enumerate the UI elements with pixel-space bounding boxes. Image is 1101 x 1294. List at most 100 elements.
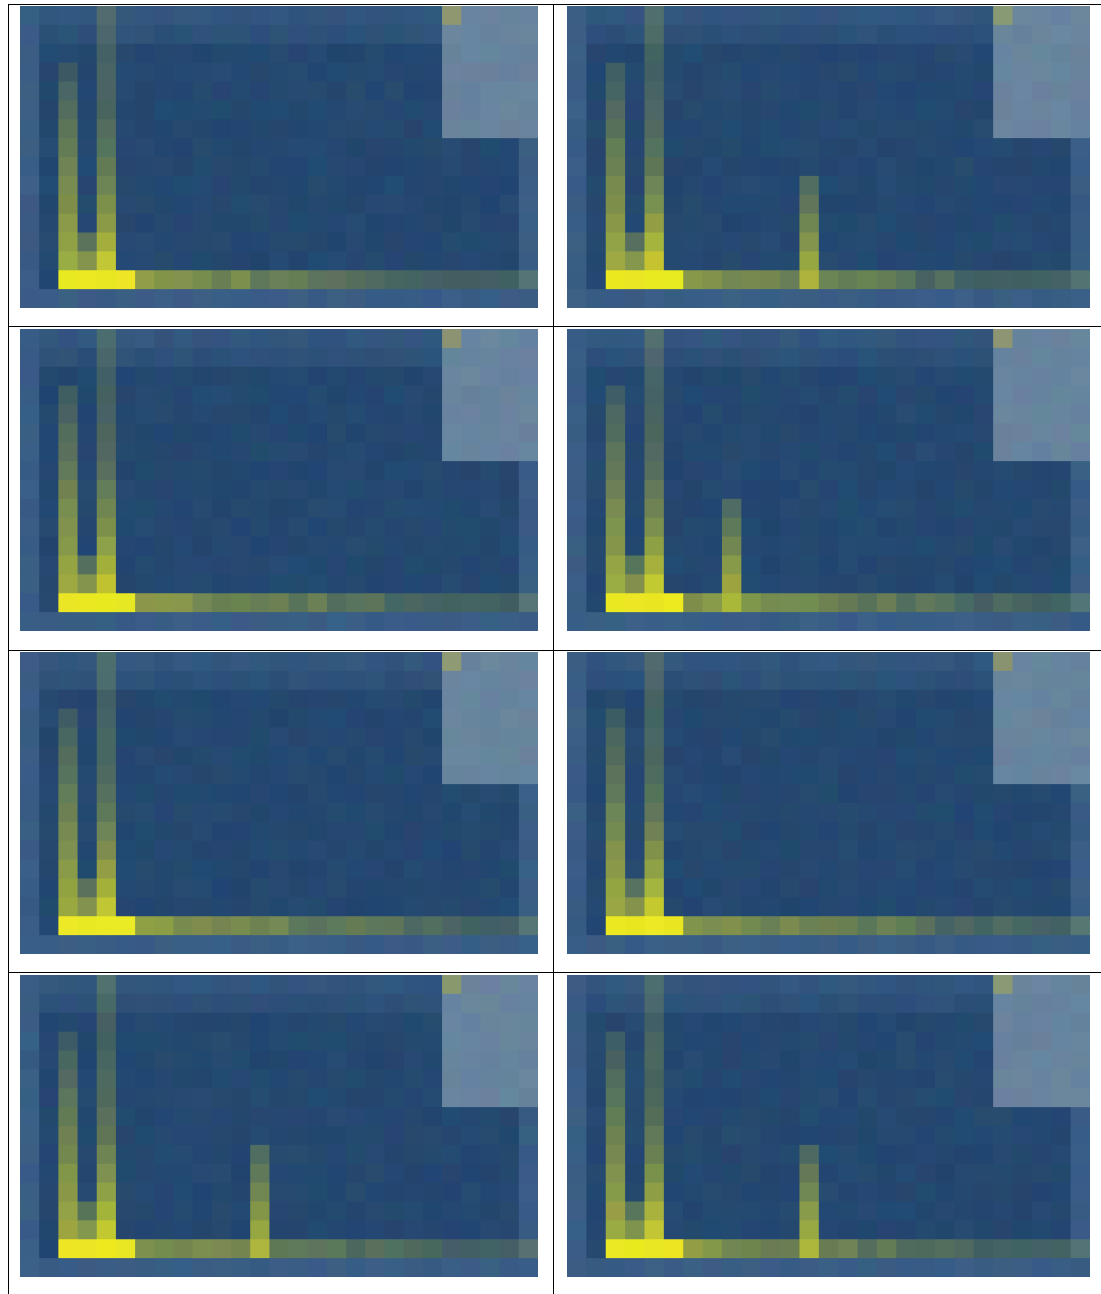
pixel bbox=[499, 289, 520, 308]
pixel bbox=[250, 480, 270, 500]
pixel bbox=[154, 81, 174, 101]
pixel bbox=[644, 385, 665, 405]
pixel bbox=[857, 442, 878, 462]
pixel bbox=[760, 289, 781, 308]
pixel bbox=[326, 708, 347, 728]
pixel bbox=[288, 1126, 309, 1146]
pixel bbox=[307, 536, 328, 556]
pixel bbox=[644, 803, 665, 823]
pixel bbox=[838, 593, 858, 613]
pixel bbox=[1031, 859, 1052, 879]
pixel bbox=[818, 555, 839, 575]
pixel bbox=[683, 708, 703, 728]
pixel bbox=[1051, 935, 1072, 954]
pixel bbox=[135, 62, 155, 82]
pixel bbox=[384, 1239, 405, 1259]
pixel bbox=[838, 727, 858, 747]
pixel bbox=[288, 138, 309, 158]
pixel bbox=[39, 1088, 59, 1108]
pixel bbox=[973, 840, 994, 861]
pixel bbox=[269, 270, 289, 290]
pixel bbox=[857, 157, 878, 177]
pixel bbox=[741, 916, 762, 936]
pixel bbox=[721, 1088, 742, 1108]
pixel bbox=[973, 975, 994, 995]
pixel bbox=[1031, 1031, 1052, 1051]
pixel bbox=[115, 897, 136, 917]
pixel bbox=[518, 840, 538, 861]
pixel bbox=[403, 1144, 424, 1165]
pixel bbox=[605, 784, 626, 804]
pixel bbox=[20, 859, 40, 879]
pixel bbox=[403, 897, 424, 917]
pixel bbox=[857, 1201, 878, 1221]
pixel bbox=[721, 1107, 742, 1127]
pixel bbox=[683, 270, 703, 290]
pixel bbox=[58, 765, 78, 785]
pixel bbox=[760, 498, 781, 519]
pixel bbox=[288, 62, 309, 82]
pixel bbox=[721, 43, 742, 64]
pixel bbox=[876, 232, 897, 252]
pixel bbox=[1070, 897, 1090, 917]
pixel bbox=[231, 574, 251, 594]
pixel bbox=[993, 1144, 1013, 1165]
pixel bbox=[20, 593, 40, 613]
pixel bbox=[625, 670, 645, 691]
pixel bbox=[422, 175, 443, 196]
pixel bbox=[250, 1182, 270, 1202]
pixel bbox=[365, 555, 385, 575]
pixel bbox=[567, 1031, 587, 1051]
pixel bbox=[954, 1088, 975, 1108]
pixel bbox=[442, 1088, 462, 1108]
pixel bbox=[480, 232, 501, 252]
pixel bbox=[461, 670, 481, 691]
pixel bbox=[422, 517, 443, 538]
pixel bbox=[1012, 708, 1033, 728]
pixel bbox=[288, 746, 309, 766]
pixel bbox=[269, 897, 289, 917]
pixel bbox=[518, 1201, 538, 1221]
pixel bbox=[288, 708, 309, 728]
pixel bbox=[683, 175, 703, 196]
pixel bbox=[250, 1144, 270, 1165]
pixel bbox=[663, 1126, 684, 1146]
pixel bbox=[586, 385, 607, 405]
pixel bbox=[683, 1144, 703, 1165]
pixel bbox=[250, 289, 270, 308]
pixel bbox=[326, 138, 347, 158]
pixel bbox=[818, 689, 839, 710]
pixel bbox=[154, 1050, 174, 1070]
pixel bbox=[288, 232, 309, 252]
pixel bbox=[1031, 593, 1052, 613]
pixel bbox=[39, 612, 59, 631]
pixel bbox=[1051, 347, 1072, 368]
pixel bbox=[384, 708, 405, 728]
pixel bbox=[741, 289, 762, 308]
pixel bbox=[799, 859, 820, 879]
pixel bbox=[1012, 859, 1033, 879]
pixel bbox=[935, 1182, 955, 1202]
pixel bbox=[644, 670, 665, 691]
pixel bbox=[896, 1144, 917, 1165]
pixel bbox=[499, 840, 520, 861]
pixel bbox=[442, 593, 462, 613]
pixel bbox=[403, 442, 424, 462]
pixel bbox=[135, 727, 155, 747]
pixel bbox=[818, 840, 839, 861]
pixel bbox=[1012, 1201, 1033, 1221]
pixel bbox=[1051, 897, 1072, 917]
pixel bbox=[211, 1069, 232, 1089]
pixel bbox=[403, 1163, 424, 1184]
pixel bbox=[115, 1201, 136, 1221]
pixel bbox=[96, 138, 117, 158]
pixel bbox=[586, 593, 607, 613]
pixel bbox=[683, 689, 703, 710]
pixel bbox=[663, 270, 684, 290]
pixel bbox=[154, 213, 174, 233]
pixel bbox=[838, 612, 858, 631]
pixel bbox=[231, 897, 251, 917]
pixel bbox=[935, 1088, 955, 1108]
pixel bbox=[876, 708, 897, 728]
pixel bbox=[442, 289, 462, 308]
